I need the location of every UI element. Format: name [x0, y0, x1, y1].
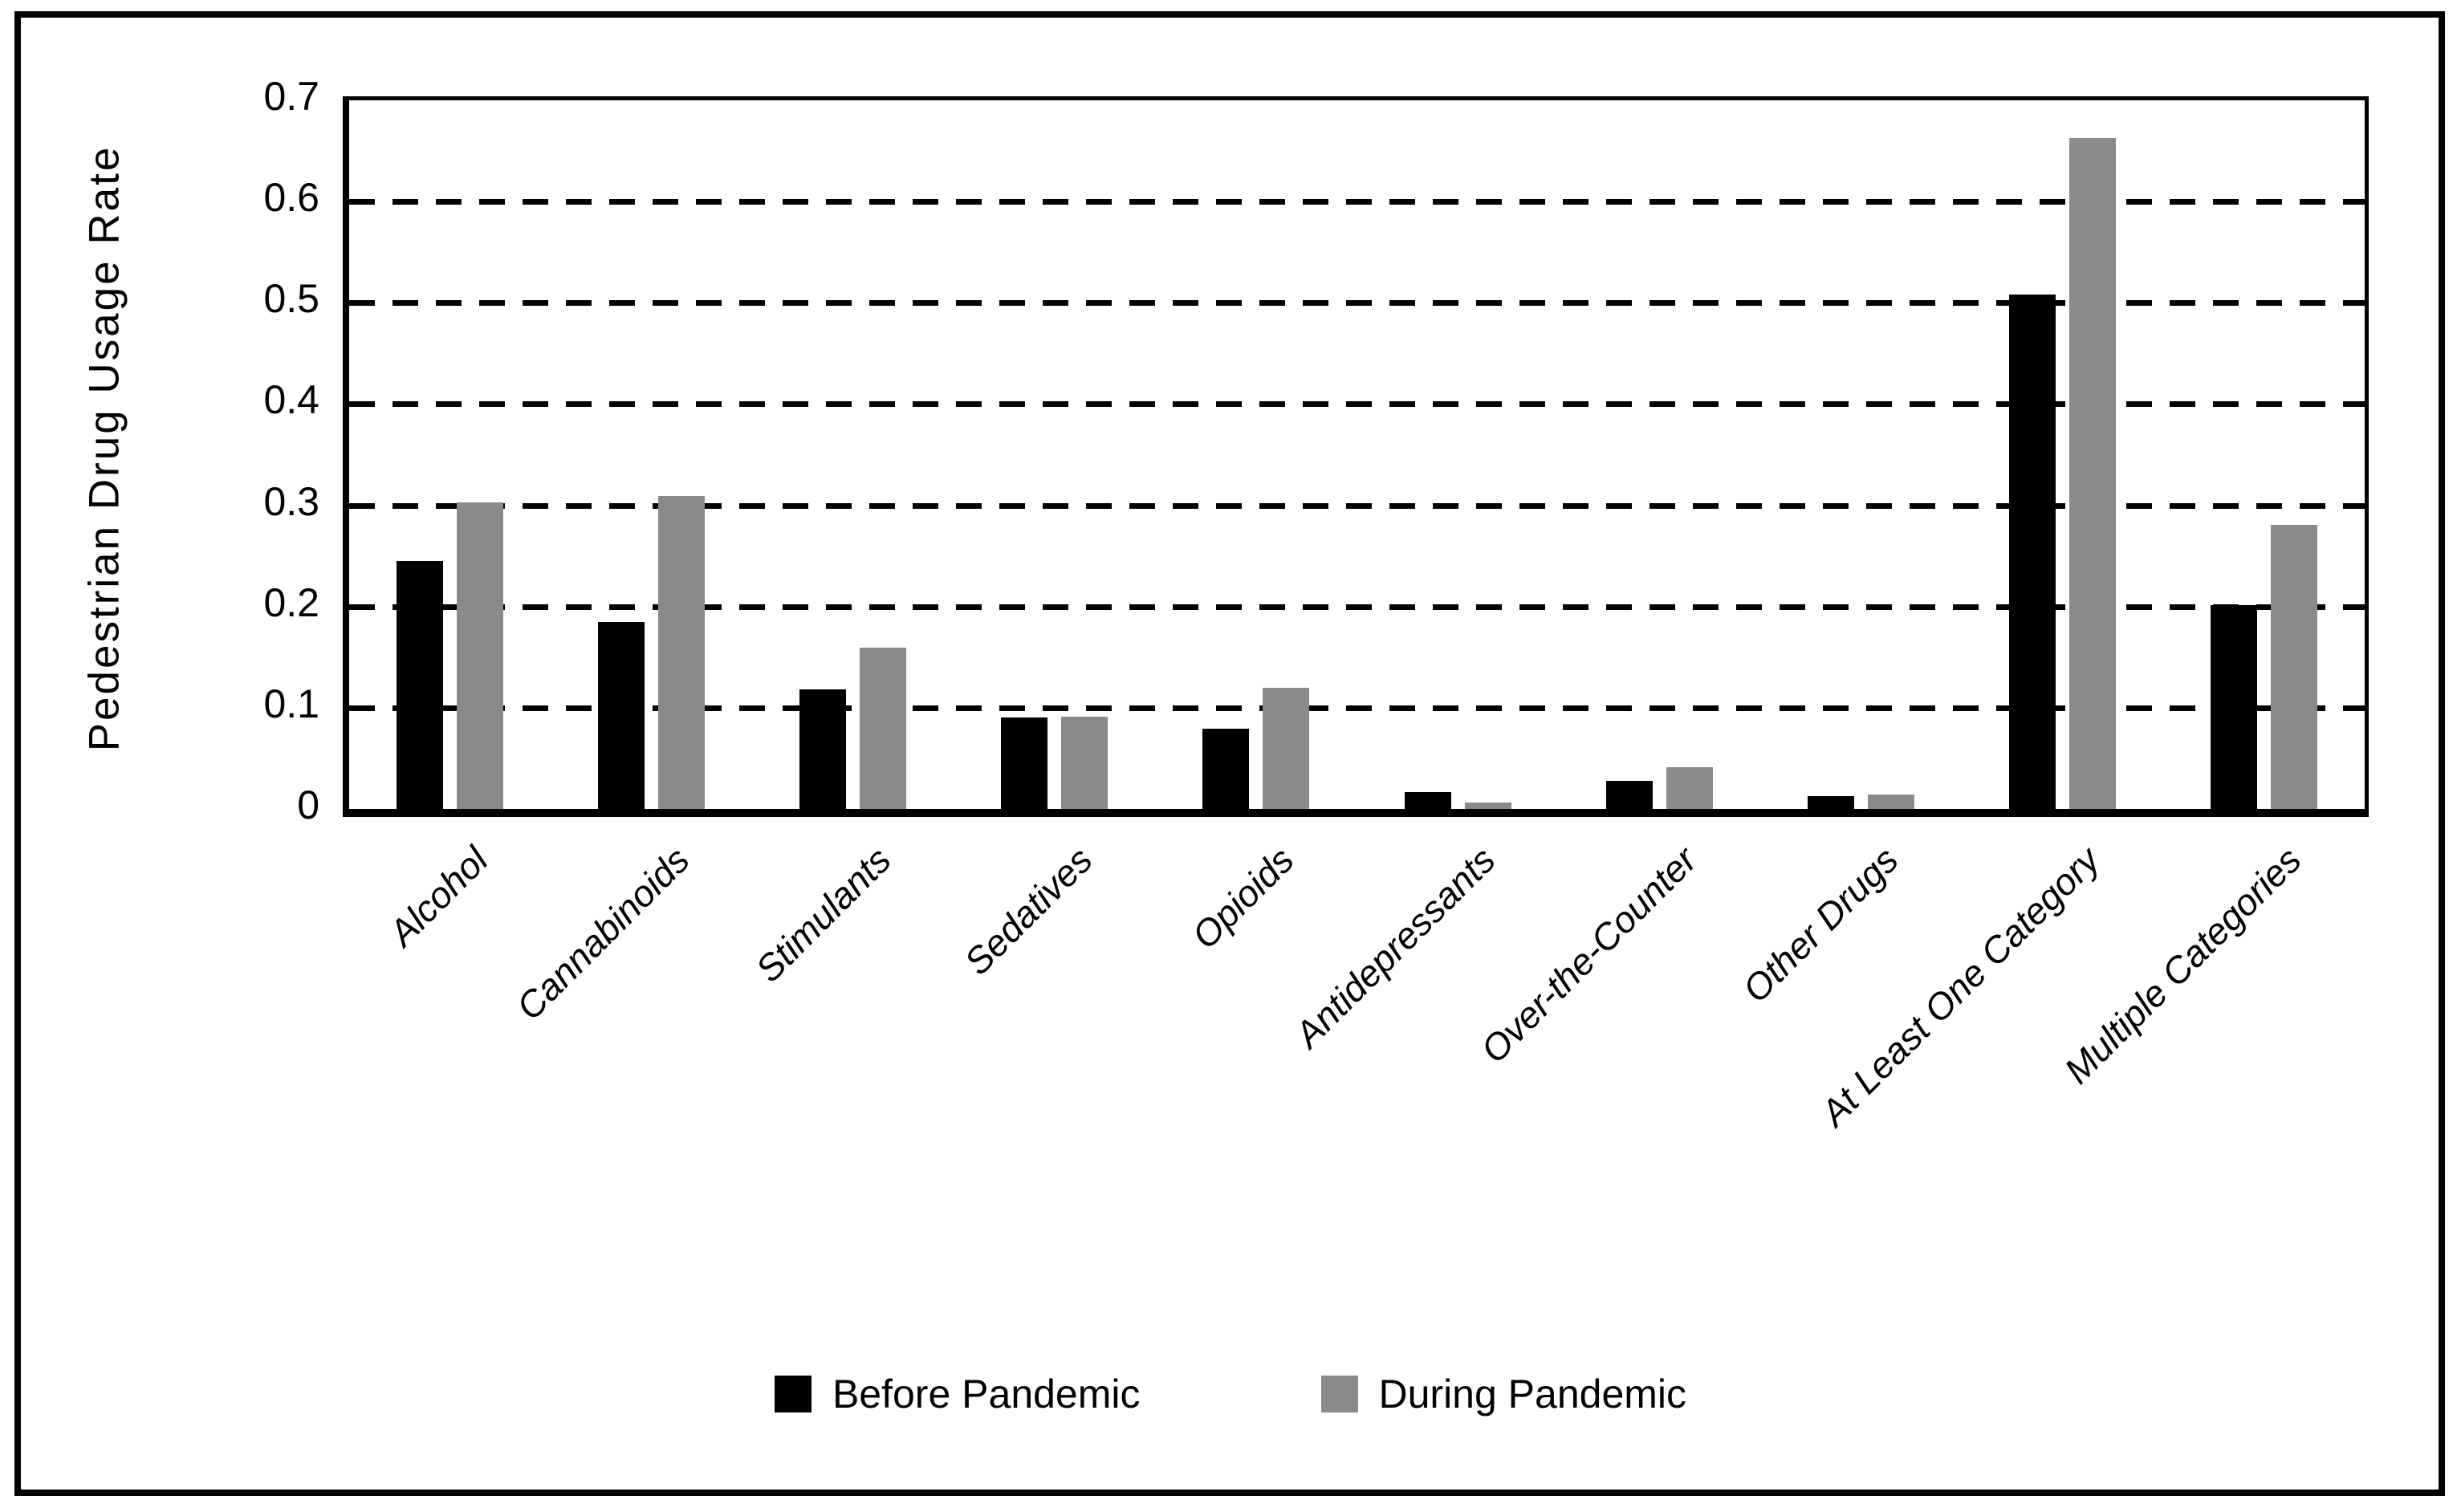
y-tick-label: 0.7 [263, 74, 319, 119]
gridline [349, 502, 2365, 509]
bar-during-pandemic [1867, 795, 1914, 809]
axis-tick-left [349, 705, 370, 711]
bar-before-pandemic [1807, 795, 1854, 809]
bar-before-pandemic [1202, 729, 1250, 809]
axis-tick-left [349, 401, 370, 408]
legend-swatch-before-pandemic [774, 1376, 812, 1412]
bar-during-pandemic [1263, 687, 1310, 809]
bar-before-pandemic [1404, 791, 1451, 809]
legend-swatch-during-pandemic [1320, 1376, 1358, 1412]
bar-before-pandemic [2210, 605, 2257, 809]
axis-tick-left [349, 199, 370, 205]
y-tick-label: 0.5 [263, 276, 319, 322]
axis-tick-right [2344, 502, 2365, 509]
axis-tick-left [349, 604, 370, 610]
y-tick-label: 0.1 [263, 681, 319, 726]
axis-tick-right [2344, 300, 2365, 307]
y-tick-label: 0.6 [263, 175, 319, 221]
axis-tick-right [2344, 705, 2365, 711]
bar-during-pandemic [860, 648, 907, 809]
bar-before-pandemic [1001, 717, 1048, 809]
legend-item-before-pandemic: Before Pandemic [774, 1371, 1141, 1417]
legend-label-before-pandemic: Before Pandemic [832, 1372, 1141, 1416]
legend-item-during-pandemic: During Pandemic [1320, 1371, 1687, 1417]
bar-during-pandemic [2270, 524, 2317, 809]
bar-during-pandemic [1666, 767, 1713, 809]
bar-during-pandemic [457, 502, 504, 809]
gridline [349, 199, 2365, 205]
axis-tick-right [2344, 604, 2365, 610]
y-tick-label: 0.4 [263, 377, 319, 423]
axis-tick-left [349, 502, 370, 509]
axis-tick-right [2344, 199, 2365, 205]
bar-during-pandemic [1061, 717, 1108, 809]
bar-before-pandemic [1605, 780, 1653, 809]
legend-label-during-pandemic: During Pandemic [1378, 1372, 1687, 1416]
bar-during-pandemic [2068, 137, 2116, 809]
bar-during-pandemic [658, 496, 706, 809]
axis-tick-right [2344, 401, 2365, 408]
figure-border [14, 11, 2445, 1496]
bar-before-pandemic [397, 560, 444, 809]
axis-tick-left [349, 300, 370, 307]
gridline [349, 401, 2365, 408]
gridline [349, 604, 2365, 610]
bar-before-pandemic [799, 689, 847, 809]
y-tick-label: 0 [297, 782, 319, 827]
gridline [349, 300, 2365, 307]
bar-before-pandemic [598, 621, 645, 809]
plot-area [343, 96, 2369, 817]
gridline [349, 705, 2365, 711]
y-tick-label: 0.2 [263, 579, 319, 625]
bar-during-pandemic [1464, 803, 1511, 809]
bar-before-pandemic [2008, 295, 2056, 809]
legend: Before Pandemic During Pandemic [0, 1371, 2461, 1417]
y-tick-label: 0.3 [263, 478, 319, 524]
